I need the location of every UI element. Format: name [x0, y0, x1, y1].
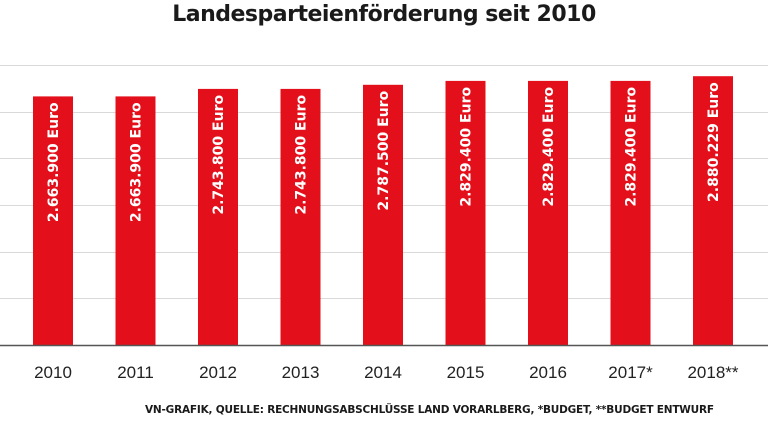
x-tick-label: 2016	[529, 363, 567, 382]
x-tick-label: 2015	[447, 363, 485, 382]
bar-value-label: 2.663.900 Euro	[46, 102, 62, 222]
chart-title: Landesparteienförderung seit 2010	[172, 2, 596, 27]
bar-2016	[528, 80, 568, 346]
x-tick-label: 2013	[282, 363, 320, 382]
bar-value-label: 2.743.800 Euro	[211, 95, 227, 215]
x-tick-label: 2012	[199, 363, 237, 382]
bar-value-labels: 2.663.900 Euro 2.663.900 Euro 2.743.800 Eu…	[46, 82, 722, 222]
bar-2017	[610, 80, 651, 346]
x-tick-labels: 2010 2011 2012 2013 2014 2015 2016 2017* 2018**	[34, 363, 739, 382]
x-tick-label: 2010	[34, 363, 72, 382]
bars	[33, 76, 733, 346]
bar-value-label: 2.829.400 Euro	[541, 87, 557, 207]
bar-value-label: 2.829.400 Euro	[459, 87, 475, 207]
x-tick-label: 2011	[117, 363, 154, 382]
x-tick-label: 2018**	[687, 363, 738, 382]
bar-value-label: 2.787.500 Euro	[376, 90, 392, 210]
bar-2018	[693, 76, 733, 345]
bar-2013	[280, 88, 321, 346]
bar-2014	[363, 84, 403, 346]
bar-value-label: 2.829.400 Euro	[624, 87, 640, 207]
x-tick-label: 2017*	[608, 363, 653, 382]
bar-2010	[33, 96, 73, 346]
source-note: VN-GRAFIK, QUELLE: RECHNUNGSABSCHLÜSSE L…	[145, 404, 714, 416]
bar-2011	[115, 96, 156, 346]
bar-2015	[445, 80, 486, 346]
bar-value-label: 2.743.800 Euro	[294, 95, 310, 215]
bar-value-label: 2.880.229 Euro	[706, 82, 722, 202]
x-tick-label: 2014	[364, 363, 402, 382]
bar-value-label: 2.663.900 Euro	[129, 102, 145, 222]
bar-2012	[198, 88, 238, 346]
